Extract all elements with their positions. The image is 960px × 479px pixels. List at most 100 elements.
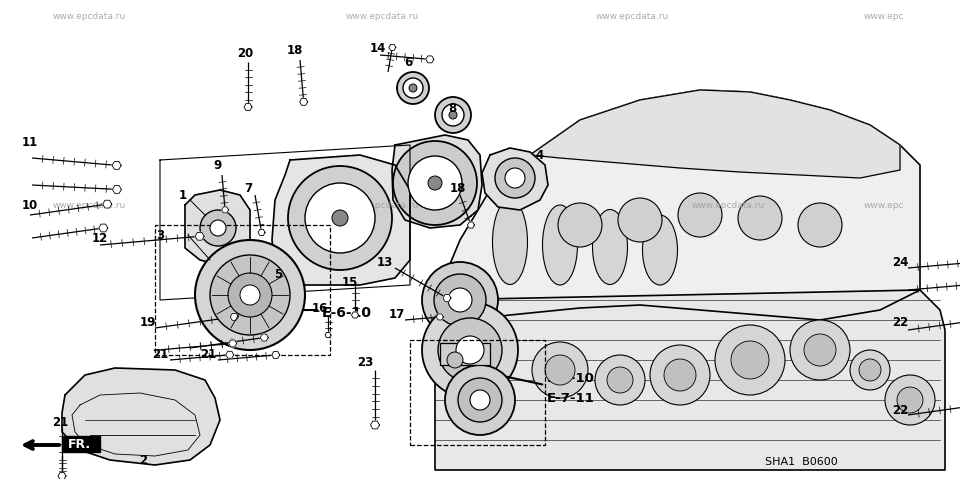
Circle shape: [618, 198, 662, 242]
Polygon shape: [185, 190, 250, 265]
Text: 21: 21: [52, 415, 68, 429]
Text: 12: 12: [92, 231, 108, 244]
Polygon shape: [195, 232, 204, 240]
Text: 10: 10: [22, 198, 38, 212]
Circle shape: [422, 262, 498, 338]
Circle shape: [442, 104, 464, 126]
Text: E-7-10: E-7-10: [547, 372, 595, 385]
Polygon shape: [260, 334, 268, 341]
Text: www.epcdata.ru: www.epcdata.ru: [53, 201, 126, 210]
Circle shape: [885, 375, 935, 425]
Text: www.epcdata.ru: www.epcdata.ru: [595, 12, 668, 21]
Circle shape: [738, 196, 782, 240]
Text: 18: 18: [450, 182, 467, 194]
Polygon shape: [99, 224, 108, 232]
Circle shape: [445, 365, 515, 435]
Bar: [62, 436, 100, 452]
Text: 17: 17: [389, 308, 405, 321]
Bar: [410, 340, 545, 445]
Circle shape: [607, 367, 633, 393]
Text: 20: 20: [237, 46, 253, 59]
Text: www.epc: www.epc: [864, 12, 904, 21]
Circle shape: [434, 274, 486, 326]
Text: 16: 16: [312, 301, 328, 315]
Ellipse shape: [642, 215, 678, 285]
Text: 14: 14: [370, 42, 386, 55]
Polygon shape: [325, 332, 331, 338]
Circle shape: [305, 183, 375, 253]
Text: 21: 21: [200, 347, 216, 361]
Circle shape: [438, 318, 502, 382]
Polygon shape: [230, 313, 238, 320]
Text: 21: 21: [152, 347, 168, 361]
Polygon shape: [222, 207, 228, 213]
Text: 18: 18: [287, 44, 303, 57]
Polygon shape: [435, 90, 920, 320]
Text: 13: 13: [377, 255, 394, 269]
Text: SHA1  B0600: SHA1 B0600: [765, 457, 838, 467]
Text: FR.: FR.: [68, 437, 91, 451]
Polygon shape: [482, 148, 548, 210]
Polygon shape: [272, 155, 410, 285]
Text: 3: 3: [156, 228, 164, 241]
Text: 24: 24: [892, 255, 908, 269]
Polygon shape: [103, 200, 111, 208]
Circle shape: [804, 334, 836, 366]
Polygon shape: [62, 368, 220, 465]
Circle shape: [495, 158, 535, 198]
Polygon shape: [371, 421, 379, 429]
Circle shape: [664, 359, 696, 391]
Circle shape: [790, 320, 850, 380]
Text: 22: 22: [892, 317, 908, 330]
Text: 7: 7: [244, 182, 252, 194]
Circle shape: [435, 97, 471, 133]
Text: 1: 1: [179, 189, 187, 202]
Circle shape: [397, 72, 429, 104]
Polygon shape: [389, 45, 396, 50]
Text: 5: 5: [274, 269, 282, 282]
Circle shape: [409, 84, 417, 92]
Text: 11: 11: [22, 136, 38, 148]
Text: 4: 4: [536, 148, 544, 161]
Bar: [440, 343, 490, 365]
Text: E-6-10: E-6-10: [322, 306, 372, 320]
Polygon shape: [351, 312, 358, 318]
Polygon shape: [112, 185, 121, 194]
Circle shape: [505, 168, 525, 188]
Circle shape: [228, 273, 272, 317]
Text: 22: 22: [892, 403, 908, 417]
Circle shape: [650, 345, 710, 405]
Polygon shape: [244, 103, 252, 111]
Polygon shape: [226, 351, 234, 358]
Circle shape: [470, 390, 490, 410]
Circle shape: [897, 387, 923, 413]
Text: www.epcdata.ru: www.epcdata.ru: [346, 12, 419, 21]
Circle shape: [240, 285, 260, 305]
Circle shape: [428, 176, 442, 190]
Polygon shape: [272, 352, 279, 358]
Circle shape: [545, 355, 575, 385]
Text: 9: 9: [214, 159, 222, 171]
Circle shape: [798, 203, 842, 247]
Polygon shape: [435, 290, 945, 470]
Circle shape: [210, 255, 290, 335]
Circle shape: [447, 352, 463, 368]
Circle shape: [456, 336, 484, 364]
Circle shape: [210, 220, 226, 236]
Circle shape: [850, 350, 890, 390]
Circle shape: [558, 203, 602, 247]
Ellipse shape: [492, 199, 527, 285]
Circle shape: [332, 210, 348, 226]
Ellipse shape: [592, 209, 628, 285]
Circle shape: [408, 156, 462, 210]
Ellipse shape: [542, 205, 578, 285]
Polygon shape: [258, 229, 265, 236]
Polygon shape: [300, 98, 307, 105]
Text: www.epcdata.ru: www.epcdata.ru: [53, 12, 126, 21]
Circle shape: [200, 210, 236, 246]
Text: www.epcdata.ru: www.epcdata.ru: [691, 201, 764, 210]
Text: 19: 19: [140, 316, 156, 329]
Circle shape: [678, 193, 722, 237]
Polygon shape: [443, 295, 451, 301]
Text: 6: 6: [404, 56, 412, 68]
